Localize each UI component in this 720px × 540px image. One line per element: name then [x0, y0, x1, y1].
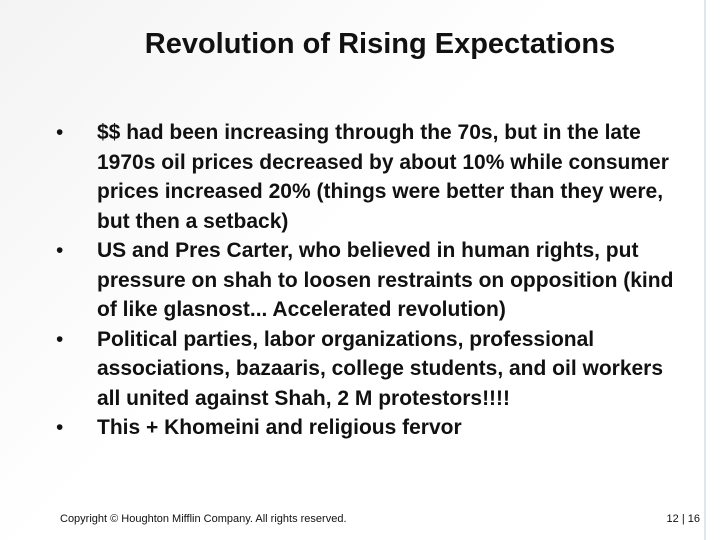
bullet-list: • $$ had been increasing through the 70s,…: [56, 118, 696, 443]
copyright: Copyright © Houghton Mifflin Company. Al…: [60, 513, 347, 525]
slide-title: Revolution of Rising Expectations: [144, 28, 616, 60]
bullet-dot: •: [56, 327, 64, 351]
bullet-dot: •: [56, 239, 64, 262]
bullet-dot: •: [56, 416, 64, 439]
bullet-item: • US and Pres Carter, who believed in hum…: [56, 236, 689, 325]
bullet-text: This + Khomeini and religious fervor: [97, 416, 462, 439]
bullet-text: $$ had been increasing through the 70s, …: [97, 121, 669, 233]
page-number: 12 | 16: [666, 513, 700, 525]
bullet-text: Political parties, labor organizations, …: [97, 327, 664, 410]
bullet-item: • Political parties, labor organizations,…: [56, 325, 689, 414]
bullet-item: • $$ had been increasing through the 70s,…: [56, 118, 689, 236]
bullet-dot: •: [56, 121, 64, 144]
edge-band: [704, 0, 706, 540]
bullet-text: US and Pres Carter, who believed in huma…: [97, 239, 674, 321]
bullet-item: • This + Khomeini and religious fervor: [56, 413, 689, 443]
